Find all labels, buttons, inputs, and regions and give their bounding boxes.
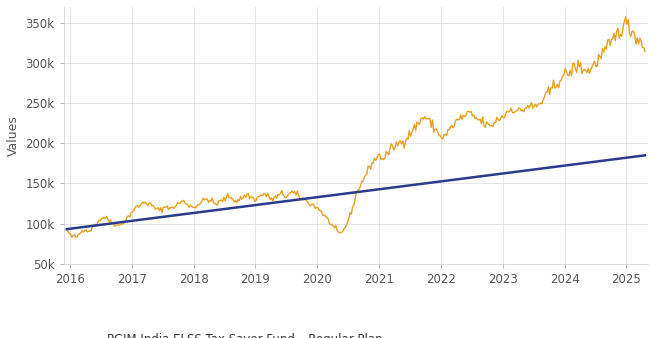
Legend: PGIM India ELSS Tax Saver Fund – Regular Plan –
Growth Option, PPF: PGIM India ELSS Tax Saver Fund – Regular… xyxy=(69,328,463,338)
Y-axis label: Values: Values xyxy=(7,115,20,156)
